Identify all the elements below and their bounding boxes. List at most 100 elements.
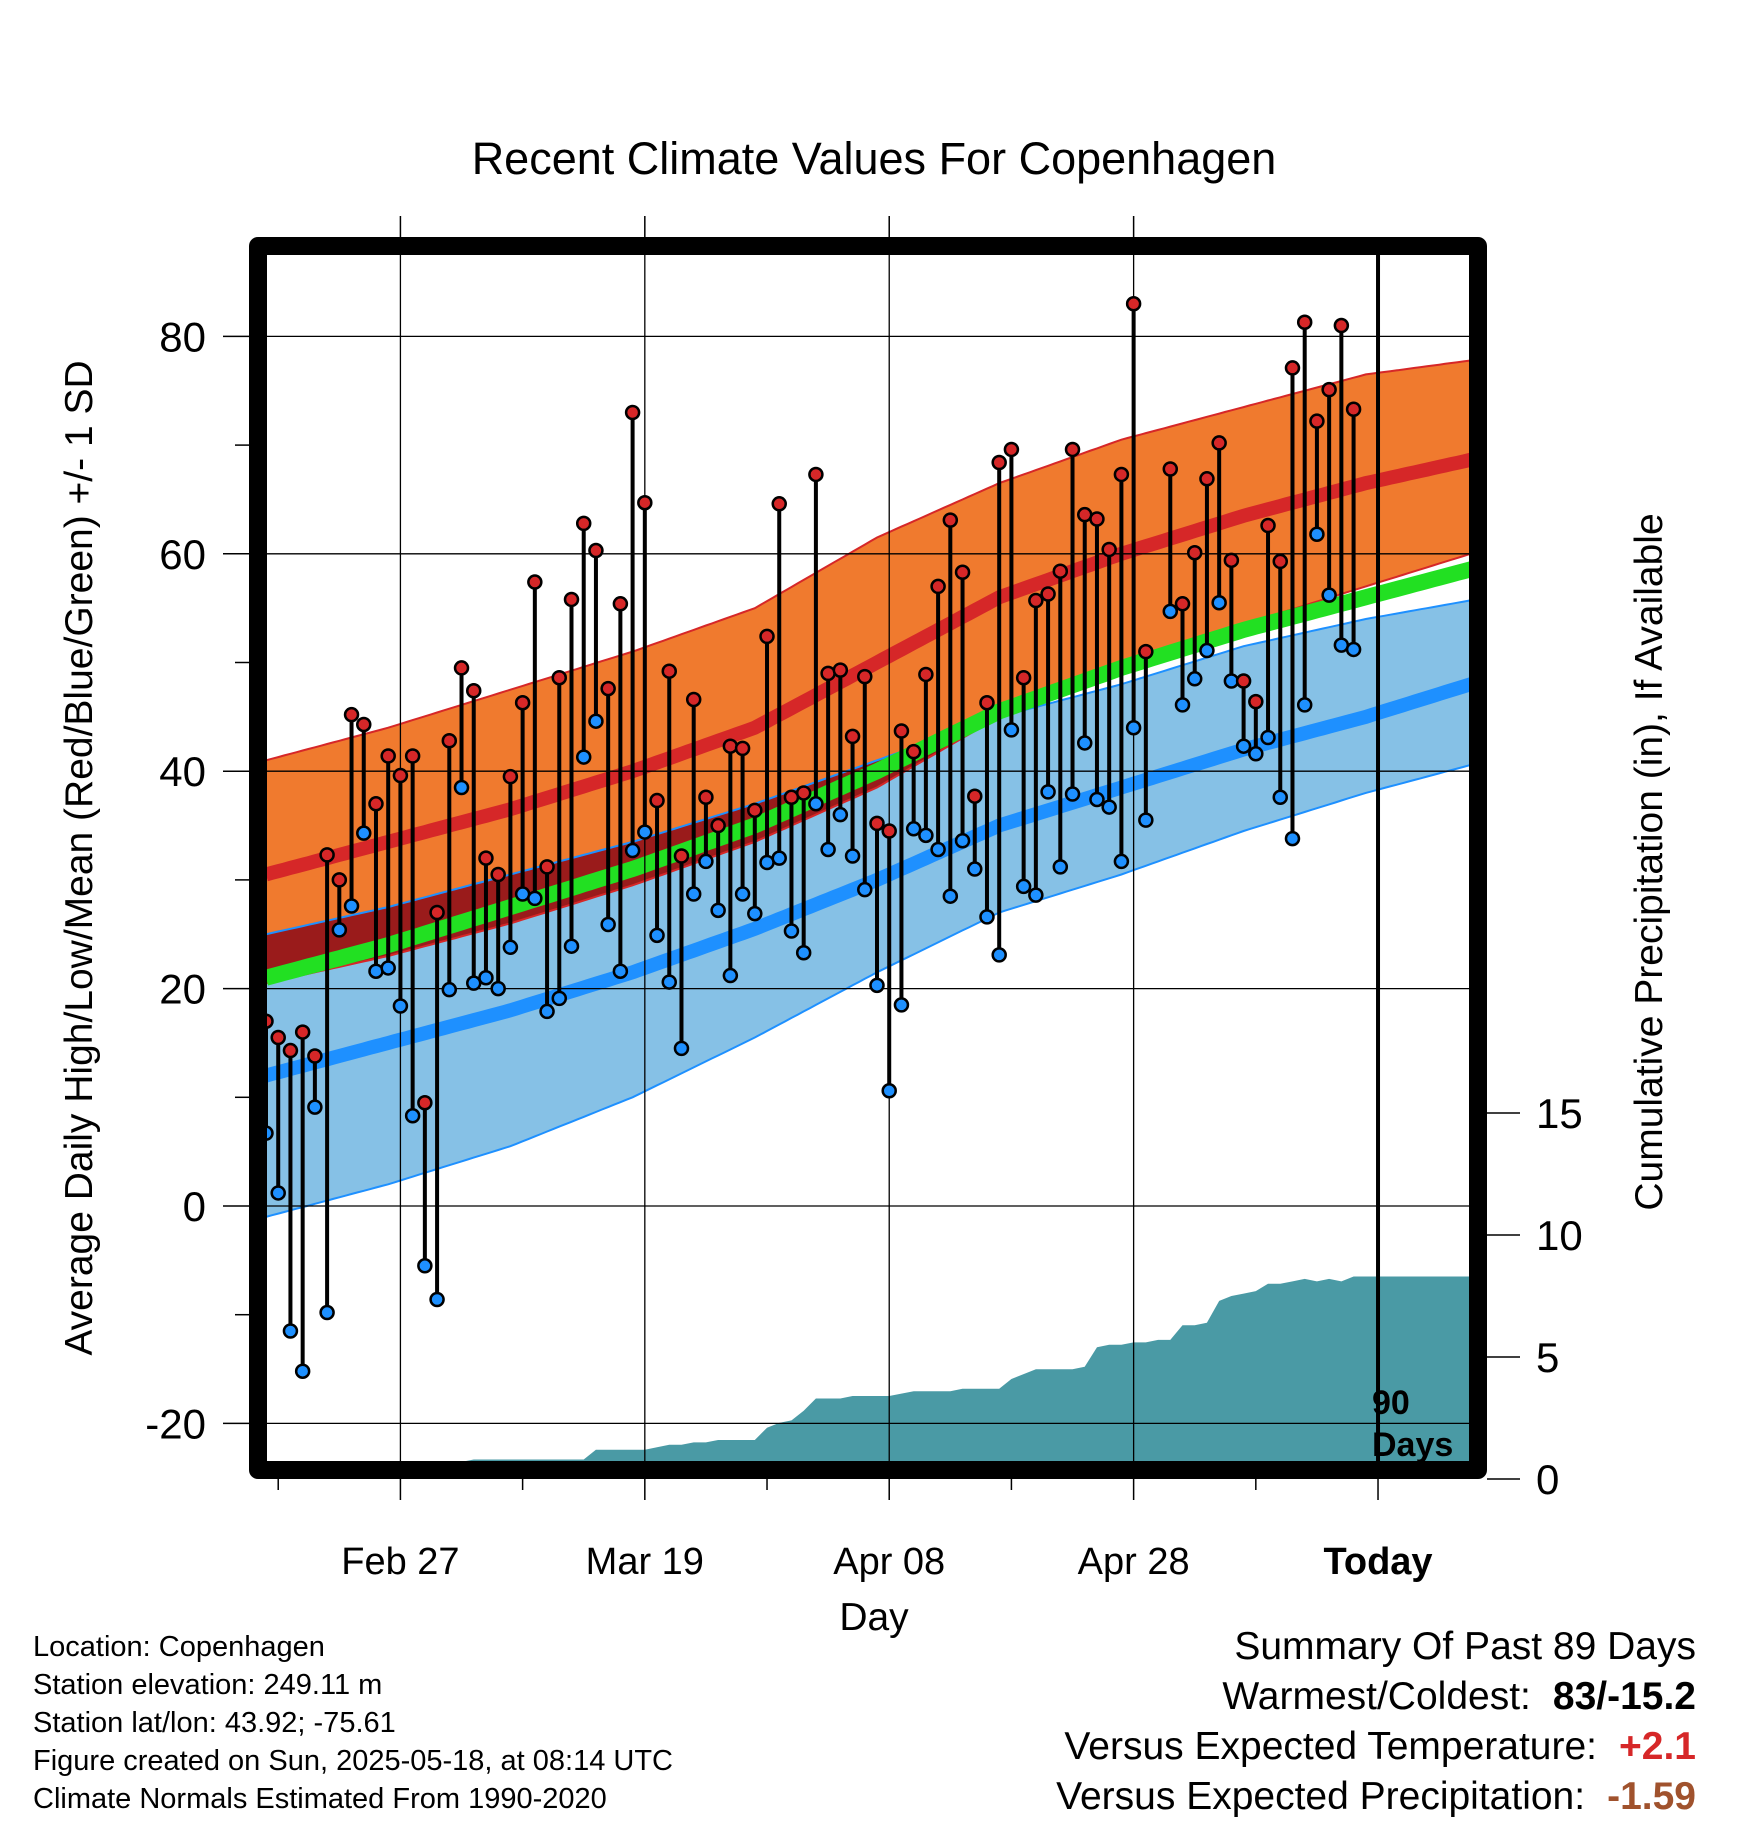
daily-high-point (832, 662, 849, 678)
daily-low-point (795, 944, 812, 961)
precip-vs-expected-label: Versus Expected Precipitation: (1056, 1775, 1586, 1818)
daily-low-point (967, 861, 983, 877)
x-tick-label: Mar 19 (586, 1541, 704, 1583)
y-tick-label: 0 (183, 1183, 206, 1230)
daily-high-point (857, 668, 873, 685)
daily-low-point (1003, 722, 1020, 738)
daily-low-point (1321, 587, 1337, 603)
summary-heading: Summary Of Past 89 Days (1234, 1625, 1696, 1668)
daily-high-point (490, 866, 506, 883)
daily-high-point (1260, 517, 1276, 534)
summary-panel: Summary Of Past 89 Days Warmest/Coldest:… (1056, 1622, 1696, 1822)
daily-low-point (539, 1003, 555, 1020)
daily-low-point (1186, 671, 1203, 687)
daily-high-point (747, 802, 763, 819)
daily-low-point (649, 927, 665, 944)
daily-low-point (1272, 789, 1289, 806)
daily-high-point (759, 628, 775, 645)
created-line: Figure created on Sun, 2025-05-18, at 08… (33, 1745, 673, 1777)
daily-high-point (1064, 441, 1081, 458)
daily-high-point (1125, 296, 1142, 312)
daily-high-point (502, 768, 519, 785)
warmest-coldest-label: Warmest/Coldest: (1222, 1675, 1531, 1718)
daily-low-point (1162, 603, 1179, 620)
daily-low-point (294, 1363, 311, 1379)
daily-high-point (1345, 401, 1362, 417)
daily-low-point (1101, 799, 1117, 815)
daily-high-point (1333, 317, 1350, 334)
daily-high-point (954, 564, 971, 581)
daily-high-point (343, 706, 360, 723)
daily-low-point (1296, 697, 1313, 713)
daily-high-point (661, 663, 678, 679)
daily-high-point (698, 789, 714, 806)
daily-low-point (1199, 642, 1215, 659)
daily-high-point (1052, 563, 1069, 579)
daily-low-point (1076, 735, 1093, 751)
daily-high-point (649, 792, 665, 809)
daily-low-point (844, 848, 861, 864)
daily-low-point (380, 960, 396, 976)
daily-high-point (441, 733, 458, 749)
daily-high-point (967, 788, 983, 804)
daily-high-point (979, 694, 995, 711)
daily-high-point (417, 1094, 433, 1111)
daily-low-point (1028, 887, 1044, 903)
daily-high-point (1162, 461, 1179, 477)
daily-low-point (991, 947, 1007, 963)
y2-tick-label: 5 (1536, 1334, 1559, 1381)
daily-high-point (1235, 673, 1252, 689)
daily-low-point (527, 890, 543, 907)
daily-low-point (563, 938, 580, 954)
daily-high-point (637, 494, 653, 511)
daily-high-point (429, 904, 445, 921)
y-tick-label: 40 (159, 748, 206, 795)
daily-high-point (1101, 541, 1117, 558)
daily-high-point (551, 669, 568, 686)
daily-low-point (319, 1304, 335, 1321)
daily-low-point (478, 969, 494, 986)
daily-high-point (331, 872, 348, 888)
precip-vs-expected-value: -1.59 (1607, 1775, 1696, 1818)
x-axis-label: Day (839, 1596, 909, 1639)
daily-low-point (1345, 641, 1362, 658)
precip-area (266, 1276, 1478, 1470)
daily-high-point (673, 848, 690, 864)
daily-low-point (356, 825, 372, 841)
daily-high-point (1272, 553, 1289, 570)
warmest-coldest-row: Warmest/Coldest: 83/-15.2 (1056, 1672, 1696, 1722)
daily-low-point (1174, 697, 1191, 713)
warmest-coldest-value: 83/-15.2 (1552, 1675, 1696, 1718)
daily-high-point (380, 748, 396, 764)
daily-high-point (392, 767, 409, 784)
today-label-days-word: Days (1372, 1426, 1453, 1464)
today-label-days-count: 90 (1372, 1384, 1410, 1422)
daily-low-point (954, 833, 971, 849)
daily-high-point (795, 785, 812, 801)
daily-high-point (1174, 596, 1191, 612)
y-axis-label: Average Daily High/Low/Mean (Red/Blue/Gr… (58, 360, 101, 1355)
plot-frame (249, 237, 1487, 1479)
y2-axis-label: Cumulative Precipitation (in), If Availa… (1628, 513, 1671, 1210)
daily-low-point (734, 886, 751, 902)
daily-low-point (331, 922, 348, 938)
y2-tick-label: 0 (1536, 1456, 1559, 1503)
daily-high-point (893, 723, 910, 739)
daily-high-point (930, 578, 946, 595)
daily-high-point (1003, 441, 1020, 458)
daily-low-point (1211, 594, 1227, 611)
daily-high-point (1028, 592, 1044, 609)
daily-low-point (869, 977, 885, 994)
daily-low-point (747, 905, 763, 922)
daily-low-point (1260, 729, 1276, 746)
daily-high-point (1015, 669, 1032, 686)
y-tick-label: 20 (159, 966, 206, 1013)
daily-low-point (918, 827, 934, 844)
daily-low-point (698, 853, 714, 870)
daily-high-point (1113, 466, 1130, 483)
daily-low-point (612, 963, 629, 979)
daily-high-point (918, 666, 934, 683)
daily-low-point (1052, 859, 1069, 875)
daily-high-point (1284, 360, 1301, 376)
daily-low-point (722, 967, 739, 984)
